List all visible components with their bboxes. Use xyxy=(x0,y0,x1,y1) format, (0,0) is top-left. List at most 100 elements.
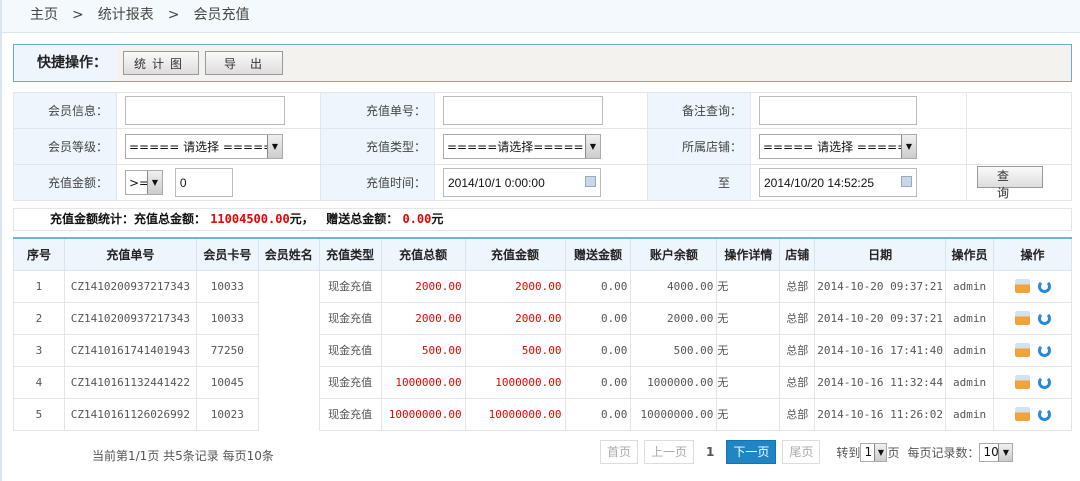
time-from-input[interactable] xyxy=(443,168,601,197)
column-header: 充值类型 xyxy=(318,237,382,271)
amount-input[interactable] xyxy=(174,168,233,197)
search-form: 会员信息： 充值单号： 备注查询： 会员等级： ===== 请选择 ===== ▼… xyxy=(13,92,1072,201)
cell-details: 无 xyxy=(716,397,781,431)
cell-order-no: CZ1410200937217343 xyxy=(63,269,197,303)
refresh-icon[interactable] xyxy=(1037,343,1051,357)
prev-page-button[interactable]: 上一页 xyxy=(644,440,695,464)
cell-actions xyxy=(993,333,1072,367)
type-label: 充值类型： xyxy=(320,128,435,165)
table-row: 3 CZ1410161741401943 77250 现金充值 500.00 500.00… xyxy=(13,333,1072,367)
cell-actions xyxy=(993,365,1072,399)
member-info-input[interactable] xyxy=(125,96,285,125)
cell-card-no: 10033 xyxy=(195,301,259,335)
cell-store: 总部 xyxy=(779,301,816,335)
chart-button[interactable]: 统计图 xyxy=(123,51,200,75)
table-row: 1 CZ1410200937217343 10033 现金充值 2000.00 2000.… xyxy=(13,269,1072,303)
cell-row-index: 2 xyxy=(13,301,65,335)
chevron-down-icon[interactable]: ▼ xyxy=(267,135,282,158)
per-page-select[interactable]: 10 ▼ xyxy=(979,442,1014,462)
print-icon[interactable] xyxy=(1014,279,1030,293)
goto-page-select[interactable]: 1 ▼ xyxy=(860,442,888,462)
print-icon[interactable] xyxy=(1014,343,1030,357)
cell-recharge-total: 1000000.00 xyxy=(380,365,466,399)
level-select[interactable]: ===== 请选择 ===== ▼ xyxy=(125,134,283,159)
cell-gift-amount: 0.00 xyxy=(564,397,632,431)
current-page[interactable]: 1 xyxy=(706,445,715,459)
calendar-icon[interactable] xyxy=(901,176,912,187)
cell-card-no: 10033 xyxy=(195,269,259,303)
column-header: 操作员 xyxy=(945,237,995,271)
search-button[interactable]: 查询 xyxy=(977,165,1043,200)
cell-row-index: 3 xyxy=(13,333,65,367)
cell-member-name xyxy=(257,302,320,334)
cell-balance: 4000.00 xyxy=(630,269,718,303)
refresh-icon[interactable] xyxy=(1037,311,1051,325)
order-no-input[interactable] xyxy=(443,96,603,125)
amount-operator-select[interactable]: >= ▼ xyxy=(125,170,163,195)
time-label: 充值时间： xyxy=(320,164,435,201)
cell-recharge-type: 现金充值 xyxy=(318,397,382,431)
cell-order-no: CZ1410200937217343 xyxy=(63,301,197,335)
goto-label: 转到 xyxy=(836,445,861,460)
refresh-icon[interactable] xyxy=(1037,375,1051,389)
chevron-down-icon[interactable]: ▼ xyxy=(998,443,1013,461)
cell-recharge-type: 现金充值 xyxy=(318,269,382,303)
cell-recharge-total: 10000000.00 xyxy=(380,397,466,431)
cell-recharge-total: 2000.00 xyxy=(380,301,466,335)
order-no-label: 充值单号： xyxy=(320,92,435,129)
breadcrumb-separator: > xyxy=(72,7,84,23)
cell-member-name xyxy=(257,366,320,398)
chevron-down-icon[interactable]: ▼ xyxy=(585,135,600,158)
cell-gift-amount: 0.00 xyxy=(564,269,632,303)
store-select[interactable]: ===== 请选择 ===== ▼ xyxy=(759,134,917,159)
refresh-icon[interactable] xyxy=(1037,279,1051,293)
cell-row-index: 1 xyxy=(13,269,65,303)
summary-total: 11004500.00 xyxy=(210,212,290,226)
amount-label: 充值金额： xyxy=(13,164,117,201)
chevron-down-icon[interactable]: ▼ xyxy=(901,135,916,158)
column-header: 充值总额 xyxy=(380,237,466,271)
print-icon[interactable] xyxy=(1014,407,1030,421)
page-unit: 页 xyxy=(887,445,900,460)
column-header: 序号 xyxy=(13,237,65,271)
summary-gift-label: 赠送总金额： xyxy=(326,212,399,226)
cell-card-no: 10045 xyxy=(195,365,259,399)
summary-unit: 元， xyxy=(289,212,314,226)
cell-date: 2014-10-16 17:41:40 xyxy=(814,333,947,367)
cell-store: 总部 xyxy=(779,365,816,399)
refresh-icon[interactable] xyxy=(1037,407,1051,421)
to-label: 至 xyxy=(647,164,751,201)
cell-operator: admin xyxy=(945,269,995,303)
amount-operator-value: >= xyxy=(129,175,150,190)
cell-details: 无 xyxy=(716,269,781,303)
breadcrumb-home[interactable]: 主页 xyxy=(30,7,58,23)
cell-operator: admin xyxy=(945,397,995,431)
cell-store: 总部 xyxy=(779,333,816,367)
calendar-icon[interactable] xyxy=(585,176,596,187)
cell-card-no: 77250 xyxy=(195,333,259,367)
cell-recharge-type: 现金充值 xyxy=(318,301,382,335)
chevron-down-icon[interactable]: ▼ xyxy=(874,443,887,461)
cell-order-no: CZ1410161126026992 xyxy=(63,397,197,431)
breadcrumb-reports[interactable]: 统计报表 xyxy=(97,7,154,23)
cell-recharge-amount: 500.00 xyxy=(464,333,566,367)
chevron-down-icon[interactable]: ▼ xyxy=(147,171,162,194)
export-button[interactable]: 导出 xyxy=(205,51,284,75)
type-select-value: =====请选择===== xyxy=(447,140,584,154)
print-icon[interactable] xyxy=(1014,311,1030,325)
time-to-input[interactable] xyxy=(759,168,917,197)
remark-input[interactable] xyxy=(759,96,917,125)
cell-recharge-total: 2000.00 xyxy=(380,269,466,303)
level-label: 会员等级： xyxy=(13,128,117,165)
breadcrumb-separator: > xyxy=(167,7,180,23)
print-icon[interactable] xyxy=(1014,375,1030,389)
cell-row-index: 5 xyxy=(13,397,65,431)
cell-recharge-total: 500.00 xyxy=(380,333,466,367)
next-page-button[interactable]: 下一页 xyxy=(726,440,777,464)
column-header: 日期 xyxy=(814,237,947,271)
last-page-button[interactable]: 尾页 xyxy=(782,440,821,464)
column-header: 账户余额 xyxy=(630,237,718,271)
type-select[interactable]: =====请选择===== ▼ xyxy=(443,134,601,159)
first-page-button[interactable]: 首页 xyxy=(600,440,639,464)
cell-balance: 10000000.00 xyxy=(630,397,718,431)
